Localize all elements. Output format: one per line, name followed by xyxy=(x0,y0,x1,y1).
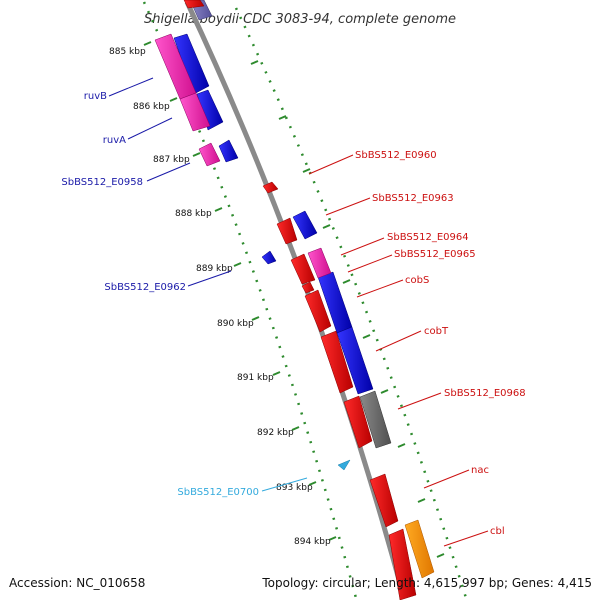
gene-cobt-forward[interactable] xyxy=(336,326,374,395)
map-title: Shigella boydii CDC 3083-94, complete ge… xyxy=(144,12,456,27)
forward-genes xyxy=(173,0,435,579)
tick-label-894: 894 kbp xyxy=(294,537,331,547)
accession-text: Accession: NC_010658 xyxy=(9,576,146,590)
label-ruvb[interactable]: ruvB xyxy=(84,91,107,102)
label-sbbs512-e0968[interactable]: SbBS512_E0968 xyxy=(444,388,526,399)
gene-ruva[interactable] xyxy=(179,92,211,132)
gene-sbbs512-e0968-gray[interactable] xyxy=(359,390,392,449)
label-cbl[interactable]: cbl xyxy=(490,526,505,537)
tick-labels: 885 kbp 886 kbp 887 kbp 888 kbp 889 kbp … xyxy=(109,47,331,547)
label-leaders-right xyxy=(308,154,489,547)
topology-text: Topology: circular; Length: 4,615,997 bp… xyxy=(262,576,592,590)
tick-label-888: 888 kbp xyxy=(175,209,212,219)
gene-cobt[interactable] xyxy=(320,330,354,394)
gene-sbbs512-e0700[interactable] xyxy=(337,459,351,471)
tick-label-891: 891 kbp xyxy=(237,373,274,383)
pink-genes xyxy=(154,33,332,279)
gene-sbbs512-e0968[interactable] xyxy=(343,395,373,449)
gene-labels-left: ruvB ruvA SbBS512_E0958 SbBS512_E0962 Sb… xyxy=(61,91,259,498)
label-sbbs512-e0700[interactable]: SbBS512_E0700 xyxy=(177,487,259,498)
gene-forward-small[interactable] xyxy=(218,139,239,163)
tick-label-886: 886 kbp xyxy=(133,102,170,112)
gene-sbbs512-e0958[interactable] xyxy=(198,142,221,167)
gene-cbl-forward[interactable] xyxy=(404,519,435,579)
gene-sbbs512-e0963-forward[interactable] xyxy=(292,210,318,240)
tick-label-889: 889 kbp xyxy=(196,264,233,274)
label-sbbs512-e0960[interactable]: SbBS512_E0960 xyxy=(355,150,437,161)
label-sbbs512-e0965[interactable]: SbBS512_E0965 xyxy=(394,249,476,260)
gene-sbbs512-e0965[interactable] xyxy=(301,281,315,294)
gene-sbbs512-e0965-pink[interactable] xyxy=(307,247,332,279)
scale-tracks xyxy=(142,1,468,599)
tick-marks xyxy=(143,41,445,558)
label-sbbs512-e0962[interactable]: SbBS512_E0962 xyxy=(104,282,186,293)
reverse-genes xyxy=(183,0,417,600)
gene-sbbs512-e0964[interactable] xyxy=(290,253,316,285)
gene-cbl-red[interactable] xyxy=(388,528,417,600)
label-sbbs512-e0958[interactable]: SbBS512_E0958 xyxy=(61,177,143,188)
label-leaders-left xyxy=(108,77,308,492)
gene-sbbs512-e0960[interactable] xyxy=(262,181,279,194)
genome-backbone xyxy=(184,0,407,599)
gene-sbbs512-e0962-marker[interactable] xyxy=(261,250,277,265)
label-ruva[interactable]: ruvA xyxy=(103,135,126,146)
label-cobt[interactable]: cobT xyxy=(424,326,449,337)
label-sbbs512-e0964[interactable]: SbBS512_E0964 xyxy=(387,232,469,243)
tick-label-892: 892 kbp xyxy=(257,428,294,438)
gene-nac[interactable] xyxy=(369,473,399,528)
label-nac[interactable]: nac xyxy=(471,465,489,476)
gene-sbbs512-e0963[interactable] xyxy=(276,217,298,245)
tick-label-890: 890 kbp xyxy=(217,319,254,329)
tick-label-893: 893 kbp xyxy=(276,483,313,493)
label-sbbs512-e0963[interactable]: SbBS512_E0963 xyxy=(372,193,454,204)
tick-label-887: 887 kbp xyxy=(153,155,190,165)
tick-label-885: 885 kbp xyxy=(109,47,146,57)
gene-top-red[interactable] xyxy=(183,0,205,9)
gene-cobs[interactable] xyxy=(304,289,332,333)
label-cobs[interactable]: cobS xyxy=(405,275,429,286)
gene-labels-right: SbBS512_E0960 SbBS512_E0963 SbBS512_E096… xyxy=(355,150,526,537)
